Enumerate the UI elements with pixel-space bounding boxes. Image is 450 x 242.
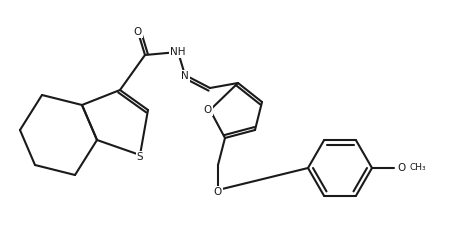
Text: S: S: [137, 152, 143, 162]
Text: CH₃: CH₃: [410, 162, 426, 172]
Text: O: O: [214, 187, 222, 197]
Text: O: O: [398, 163, 406, 173]
Text: O: O: [204, 105, 212, 115]
Text: O: O: [134, 27, 142, 37]
Text: NH: NH: [170, 47, 186, 57]
Text: N: N: [181, 71, 189, 81]
